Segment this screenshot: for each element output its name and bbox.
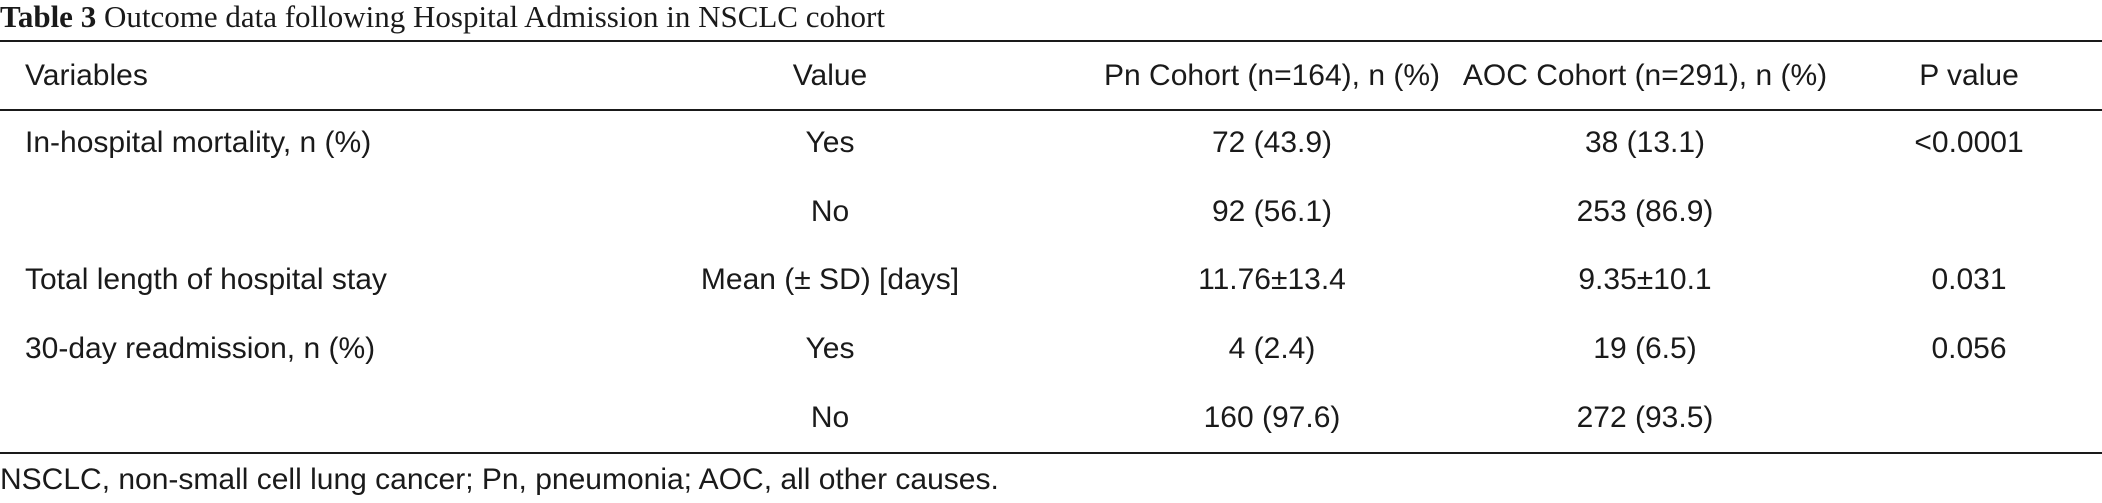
variable-cell: In-hospital mortality, n (%) xyxy=(25,126,372,160)
table-caption: Table 3 Outcome data following Hospital … xyxy=(0,0,885,40)
p-value-cell: 0.031 xyxy=(1931,263,2007,297)
p-value-cell xyxy=(1836,383,2102,452)
table-header-row: Variables Value Pn Cohort (n=164), n (%)… xyxy=(0,42,2102,109)
table-row: In-hospital mortality, n (%) Yes 72 (43.… xyxy=(0,109,2102,178)
pn-cohort-cell: 72 (43.9) xyxy=(1211,126,1333,160)
aoc-cohort-cell: 253 (86.9) xyxy=(1576,194,1714,228)
table-caption-text: Outcome data following Hospital Admissio… xyxy=(103,0,885,34)
outcome-table: Variables Value Pn Cohort (n=164), n (%)… xyxy=(0,42,2102,452)
value-cell: Yes xyxy=(805,332,855,366)
column-header-value: Value xyxy=(792,58,868,92)
table-row: 30-day readmission, n (%) Yes 4 (2.4) 19… xyxy=(0,315,2102,384)
pn-cohort-cell: 4 (2.4) xyxy=(1228,332,1316,366)
value-cell: No xyxy=(810,194,850,228)
variable-cell: 30-day readmission, n (%) xyxy=(25,332,376,366)
table-row: Total length of hospital stay Mean (± SD… xyxy=(0,246,2102,315)
value-cell: No xyxy=(810,400,850,434)
variable-cell xyxy=(0,178,570,247)
variable-cell xyxy=(0,383,570,452)
column-header-variables: Variables xyxy=(25,58,148,92)
aoc-cohort-cell: 19 (6.5) xyxy=(1593,332,1697,366)
pn-cohort-cell: 92 (56.1) xyxy=(1211,194,1333,228)
aoc-cohort-cell: 272 (93.5) xyxy=(1576,400,1714,434)
aoc-cohort-cell: 38 (13.1) xyxy=(1584,126,1706,160)
table-footnote: NSCLC, non-small cell lung cancer; Pn, p… xyxy=(0,463,999,496)
variable-cell: Total length of hospital stay xyxy=(25,263,387,297)
pn-cohort-cell: 160 (97.6) xyxy=(1203,400,1341,434)
pn-cohort-cell: 11.76±13.4 xyxy=(1198,263,1346,297)
table-bottom-rule xyxy=(0,452,2102,454)
table-caption-label: Table 3 xyxy=(0,0,97,34)
value-cell: Mean (± SD) [days] xyxy=(700,263,960,297)
p-value-cell: <0.0001 xyxy=(1914,126,2024,160)
value-cell: Yes xyxy=(805,126,855,160)
table-row: No 160 (97.6) 272 (93.5) xyxy=(0,383,2102,452)
column-header-aoc-cohort: AOC Cohort (n=291), n (%) xyxy=(1462,58,1828,92)
table-row: No 92 (56.1) 253 (86.9) xyxy=(0,178,2102,247)
column-header-p-value: P value xyxy=(1919,58,2019,92)
table-top-rule xyxy=(0,40,2102,42)
aoc-cohort-cell: 9.35±10.1 xyxy=(1578,263,1712,297)
column-header-pn-cohort: Pn Cohort (n=164), n (%) xyxy=(1104,58,1440,92)
table-header-rule xyxy=(0,109,2102,111)
p-value-cell xyxy=(1836,178,2102,247)
p-value-cell: 0.056 xyxy=(1931,332,2007,366)
